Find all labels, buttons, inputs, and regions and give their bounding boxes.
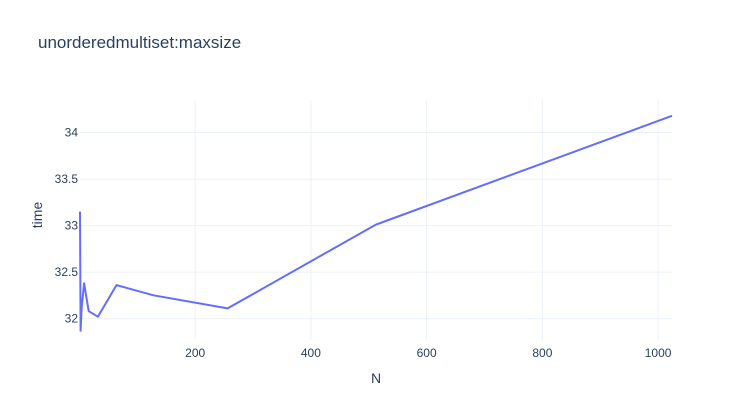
x-tick-label: 400 [301, 346, 321, 360]
x-axis-label: N [371, 370, 381, 386]
y-axis-label: time [29, 202, 45, 229]
series-line [80, 116, 672, 331]
x-tick-label: 600 [417, 346, 437, 360]
x-tick-labels: 200 400 600 800 1000 [185, 346, 672, 360]
y-tick-label: 34 [65, 126, 79, 140]
grid-lines [80, 100, 672, 340]
y-tick-label: 33 [65, 219, 79, 233]
y-tick-label: 33.5 [55, 172, 79, 186]
x-tick-label: 200 [185, 346, 205, 360]
y-tick-label: 32 [65, 312, 79, 326]
x-tick-label: 1000 [645, 346, 672, 360]
y-tick-label: 32.5 [55, 265, 79, 279]
series-layer [80, 116, 672, 331]
y-tick-labels: 32 32.5 33 33.5 34 [55, 126, 79, 326]
x-tick-label: 800 [532, 346, 552, 360]
